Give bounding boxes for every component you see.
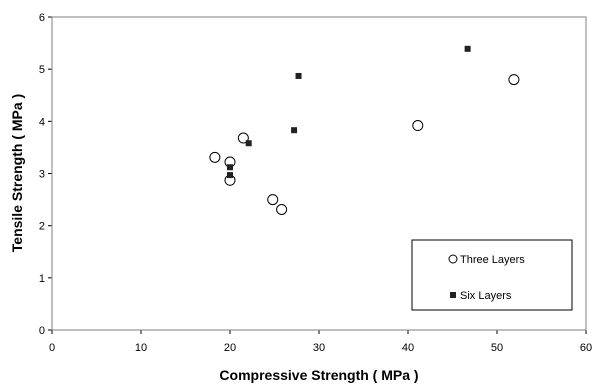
point-six-layers <box>464 45 471 52</box>
x-axis-title: Compressive Strength ( MPa ) <box>219 367 418 383</box>
point-six-layers <box>245 140 252 147</box>
y-tick-label: 3 <box>39 169 45 181</box>
legend: Three Layers Six Layers <box>411 239 573 311</box>
x-tick-label: 60 <box>580 342 592 354</box>
point-six-layers <box>291 127 298 134</box>
point-three-layers <box>508 74 520 86</box>
legend-box <box>411 239 573 311</box>
y-tick-label: 4 <box>39 116 45 128</box>
x-tick-label: 0 <box>49 342 55 354</box>
y-tick-label: 6 <box>39 12 45 24</box>
plot-area-border <box>51 16 587 331</box>
legend-label-three-layers: Three Layers <box>460 254 525 266</box>
x-tick-label: 10 <box>135 342 147 354</box>
point-three-layers <box>276 203 288 215</box>
y-tick-label: 1 <box>39 273 45 285</box>
point-three-layers <box>267 194 279 206</box>
point-three-layers <box>209 151 221 163</box>
legend-marker-three-layers <box>448 254 458 264</box>
x-tick-label: 50 <box>491 342 503 354</box>
point-six-layers <box>227 172 233 179</box>
data-points <box>209 45 520 215</box>
point-three-layers <box>412 120 424 132</box>
y-tick-label: 0 <box>39 325 45 337</box>
y-tick-label: 2 <box>39 221 45 233</box>
point-six-layers <box>227 164 233 171</box>
x-tick-label: 40 <box>402 342 414 354</box>
legend-label-six-layers: Six Layers <box>460 290 512 302</box>
point-six-layers <box>295 72 302 79</box>
y-tick-label: 5 <box>39 64 45 76</box>
x-tick-label: 20 <box>224 342 236 354</box>
y-axis-title: Tensile Strength ( MPa ) <box>9 94 25 252</box>
legend-marker-six-layers <box>450 292 456 298</box>
x-tick-label: 30 <box>313 342 325 354</box>
